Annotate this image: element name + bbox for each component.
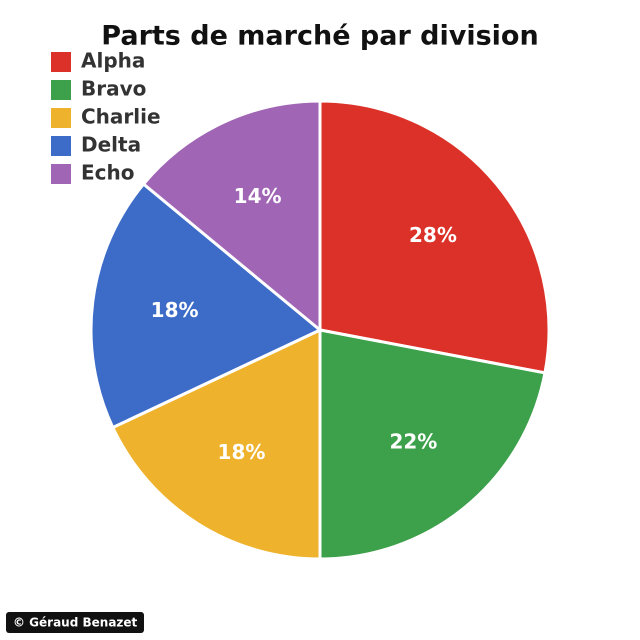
pie-slice (89, 181, 323, 430)
legend-label: Charlie (81, 105, 161, 129)
legend-label: Echo (81, 161, 135, 185)
pie-slice (318, 99, 551, 375)
legend-label: Bravo (81, 77, 146, 101)
legend-swatch (51, 52, 71, 72)
legend-label: Alpha (81, 49, 145, 73)
value-label: 28% (409, 223, 457, 247)
pie-slice (141, 99, 322, 334)
value-label: 14% (234, 184, 282, 208)
pie-slice (318, 328, 547, 561)
legend-swatch (51, 108, 71, 128)
legend-swatch (51, 80, 71, 100)
value-label: 22% (389, 429, 437, 453)
credit: © Géraud Benazet (13, 616, 138, 630)
legend-label: Delta (81, 133, 141, 157)
pie-slice (110, 327, 322, 561)
chart-title: Parts de marché par division (101, 21, 538, 52)
value-label: 18% (218, 440, 266, 464)
legend-swatch (51, 136, 71, 156)
credit-box (6, 612, 144, 633)
value-label: 18% (151, 298, 199, 322)
legend-swatch (51, 164, 71, 184)
